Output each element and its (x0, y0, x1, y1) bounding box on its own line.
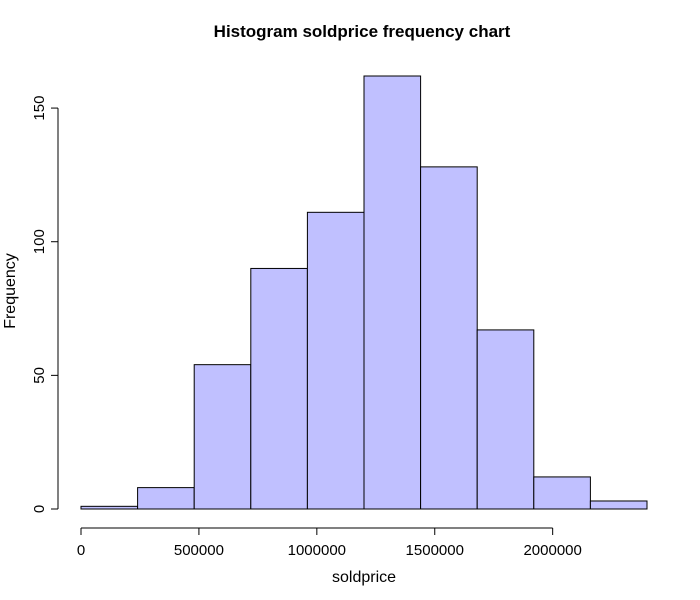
histogram-bar (80, 505, 139, 510)
chart-title: Histogram soldprice frequency chart (214, 22, 511, 41)
x-tick-label: 2000000 (523, 542, 581, 559)
histogram-bar (137, 487, 195, 510)
x-tick-label: 1000000 (288, 542, 346, 559)
histogram-bar (589, 500, 648, 510)
bars-layer (80, 75, 648, 510)
y-axis: 0 50 100 150 (31, 96, 59, 513)
x-axis: 0 500000 1000000 1500000 2000000 (77, 527, 582, 559)
histogram-bar (420, 166, 478, 510)
x-tick-label: 500000 (174, 542, 224, 559)
y-axis-label: Frequency (2, 253, 19, 329)
histogram-bar (533, 476, 591, 510)
y-tick-label: 0 (31, 505, 48, 513)
y-tick-label: 150 (31, 96, 48, 121)
y-tick-label: 50 (31, 367, 48, 384)
histogram-bar (476, 329, 535, 510)
histogram-bar (193, 364, 252, 510)
x-axis-label: soldprice (332, 569, 396, 586)
histogram-bar (306, 211, 365, 510)
histogram-bar (250, 267, 308, 510)
histogram-bar (363, 75, 422, 510)
x-tick-label: 1500000 (406, 542, 464, 559)
y-tick-label: 100 (31, 229, 48, 254)
x-tick-label: 0 (77, 542, 85, 559)
